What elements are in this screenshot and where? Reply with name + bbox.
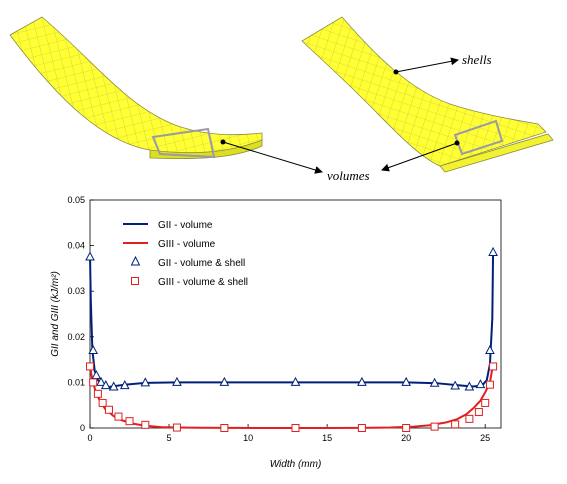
x-tick-label: 20 xyxy=(401,433,411,443)
legend-label: GIII - volume & shell xyxy=(158,277,248,288)
data-point-square xyxy=(357,424,366,432)
data-point-square xyxy=(465,414,474,423)
data-point-triangle xyxy=(108,381,119,391)
data-point-square xyxy=(114,412,123,421)
volumes-arrow-right xyxy=(381,142,458,172)
data-point-triangle xyxy=(119,380,130,390)
volume-region-band xyxy=(151,127,216,159)
volumes-arrow-left xyxy=(222,141,323,174)
data-point-square xyxy=(86,362,94,371)
data-point-square xyxy=(489,362,498,371)
data-point-triangle xyxy=(450,380,460,390)
fe-model-volumes xyxy=(9,16,263,160)
volume-strip-top xyxy=(9,16,263,154)
y-axis-title: GII and GIII (kJ/m²) xyxy=(50,271,61,357)
data-point-triangle xyxy=(100,380,111,390)
x-tick-label: 5 xyxy=(167,433,172,443)
data-point-square xyxy=(89,378,98,387)
x-axis-title: Width (mm) xyxy=(270,459,322,470)
data-point-triangle xyxy=(85,251,95,261)
shells-label: shells xyxy=(462,52,492,67)
fe-model-shells xyxy=(301,16,554,173)
y-tick-label: 0.02 xyxy=(67,332,85,342)
shell-region-band xyxy=(453,119,504,156)
legend-swatch-gii-volume-shell xyxy=(130,255,141,266)
volumes-label: volumes xyxy=(327,168,370,183)
y-tick-label: 0.01 xyxy=(67,377,85,387)
data-point-triangle xyxy=(464,381,475,391)
data-point-square xyxy=(430,422,439,431)
legend-label: GII - volume xyxy=(158,220,213,231)
legend-swatch-giii-volume-shell xyxy=(131,277,139,285)
data-point-square xyxy=(402,424,411,432)
legend-label: GII - volume & shell xyxy=(158,258,245,269)
x-tick-label: 15 xyxy=(322,433,332,443)
data-point-triangle xyxy=(290,376,301,386)
legend-label: GIII - volume xyxy=(158,239,216,250)
data-point-square xyxy=(125,417,134,426)
x-tick-label: 25 xyxy=(480,433,490,443)
data-point-triangle xyxy=(88,344,98,354)
data-point-triangle xyxy=(172,376,182,386)
data-point-triangle xyxy=(488,246,498,256)
plot-area xyxy=(89,199,502,429)
legend: GII - volume GIII - volume GII - volume … xyxy=(123,220,248,288)
y-tick-label: 0.05 xyxy=(67,195,85,205)
data-point-square xyxy=(98,398,107,407)
shell-layer-lower xyxy=(439,133,554,173)
data-point-square xyxy=(485,380,494,389)
shell-strip-top xyxy=(301,16,547,167)
data-point-triangle xyxy=(401,376,411,386)
data-point-square xyxy=(291,424,300,432)
data-point-square xyxy=(104,405,113,414)
y-tick-label: 0 xyxy=(80,423,85,433)
y-tick-label: 0.03 xyxy=(67,286,85,296)
y-tick-label: 0.04 xyxy=(67,241,85,251)
chart: 0 0.01 0.02 0.03 0.04 0.05 0 5 10 15 20 … xyxy=(50,195,502,470)
callouts: shells volumes xyxy=(220,52,492,183)
data-point-triangle xyxy=(485,344,495,354)
data-point-square xyxy=(93,389,102,398)
data-point-triangle xyxy=(96,376,106,386)
data-point-square xyxy=(141,420,150,429)
data-point-triangle xyxy=(475,379,486,389)
series-layer xyxy=(85,246,498,432)
data-point-triangle xyxy=(429,377,440,387)
x-tick-label: 0 xyxy=(87,433,92,443)
x-tick-label: 10 xyxy=(243,433,253,443)
data-point-square xyxy=(172,423,181,432)
data-point-square xyxy=(474,408,483,417)
data-point-square xyxy=(451,420,460,429)
data-point-triangle xyxy=(219,376,230,386)
data-point-triangle xyxy=(140,377,151,387)
data-point-square xyxy=(481,398,490,407)
data-point-square xyxy=(220,424,229,432)
y-axis: 0 0.01 0.02 0.03 0.04 0.05 xyxy=(67,195,94,433)
data-point-triangle xyxy=(357,376,367,386)
shells-arrow xyxy=(395,57,459,73)
